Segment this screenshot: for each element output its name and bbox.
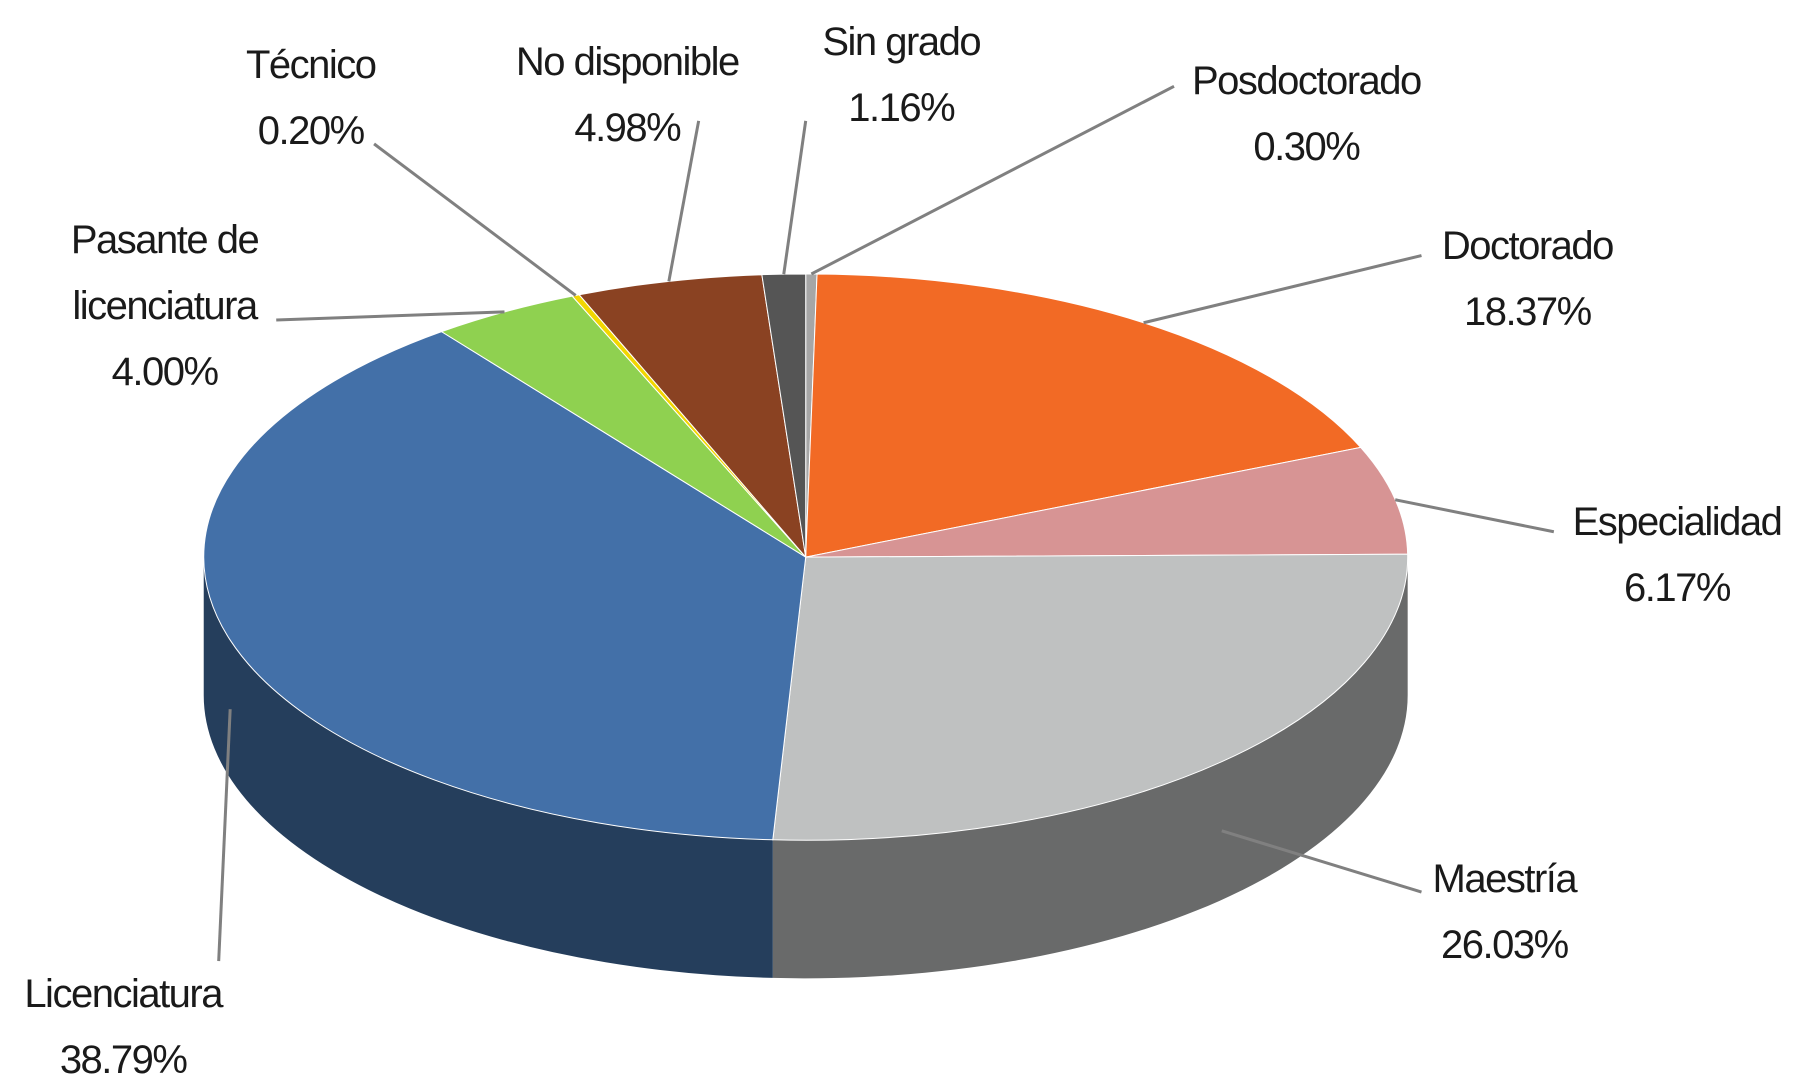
label-value: 1.16% [848,86,955,131]
leader-line [1221,829,1422,894]
slice [203,331,807,841]
label-name: Pasante de licenciatura [70,218,260,329]
label-value: 0.20% [257,109,365,154]
label-value: 0.30% [1253,125,1360,170]
leader-line [1143,254,1422,325]
label-name: Posdoctorado [1191,59,1422,104]
data-label: No disponible 4.98% [515,29,740,161]
label-value: 26.03% [1441,922,1569,967]
label-name: Técnico [245,43,377,88]
leader-line [276,310,505,322]
data-label: Especialidad 6.17% [1572,489,1783,621]
leader-line [782,120,808,275]
slice [761,273,807,558]
label-value: 4.98% [574,105,681,150]
data-label: Sin grado 1.16% [822,9,981,141]
label-value: 38.79% [59,1038,188,1078]
label-value: 4.00% [111,350,219,395]
leader-line [373,142,577,297]
label-name: Licenciatura [24,972,223,1017]
data-label: Licenciatura 38.79% [24,961,223,1078]
leader-line [667,120,701,282]
slice [772,553,1409,841]
slice [578,274,807,559]
label-value: 18.37% [1464,289,1592,334]
label-name: Doctorado [1441,223,1615,268]
leader-line [217,709,232,962]
data-label: Pasante de licenciatura 4.00% [35,207,295,405]
data-label: Técnico 0.20% [245,32,377,164]
label-name: Especialidad [1572,500,1783,545]
data-label: Posdoctorado 0.30% [1191,48,1422,180]
label-name: Sin grado [822,20,981,65]
leader-line [1394,498,1555,534]
data-label: Doctorado 18.37% [1441,213,1615,345]
data-label: Maestría 26.03% [1432,846,1578,978]
leader-line [810,84,1175,276]
label-name: No disponible [515,39,740,84]
label-value: 6.17% [1624,566,1731,611]
slice-side [772,557,1408,979]
label-name: Maestría [1432,856,1578,901]
slice-side [203,557,773,978]
